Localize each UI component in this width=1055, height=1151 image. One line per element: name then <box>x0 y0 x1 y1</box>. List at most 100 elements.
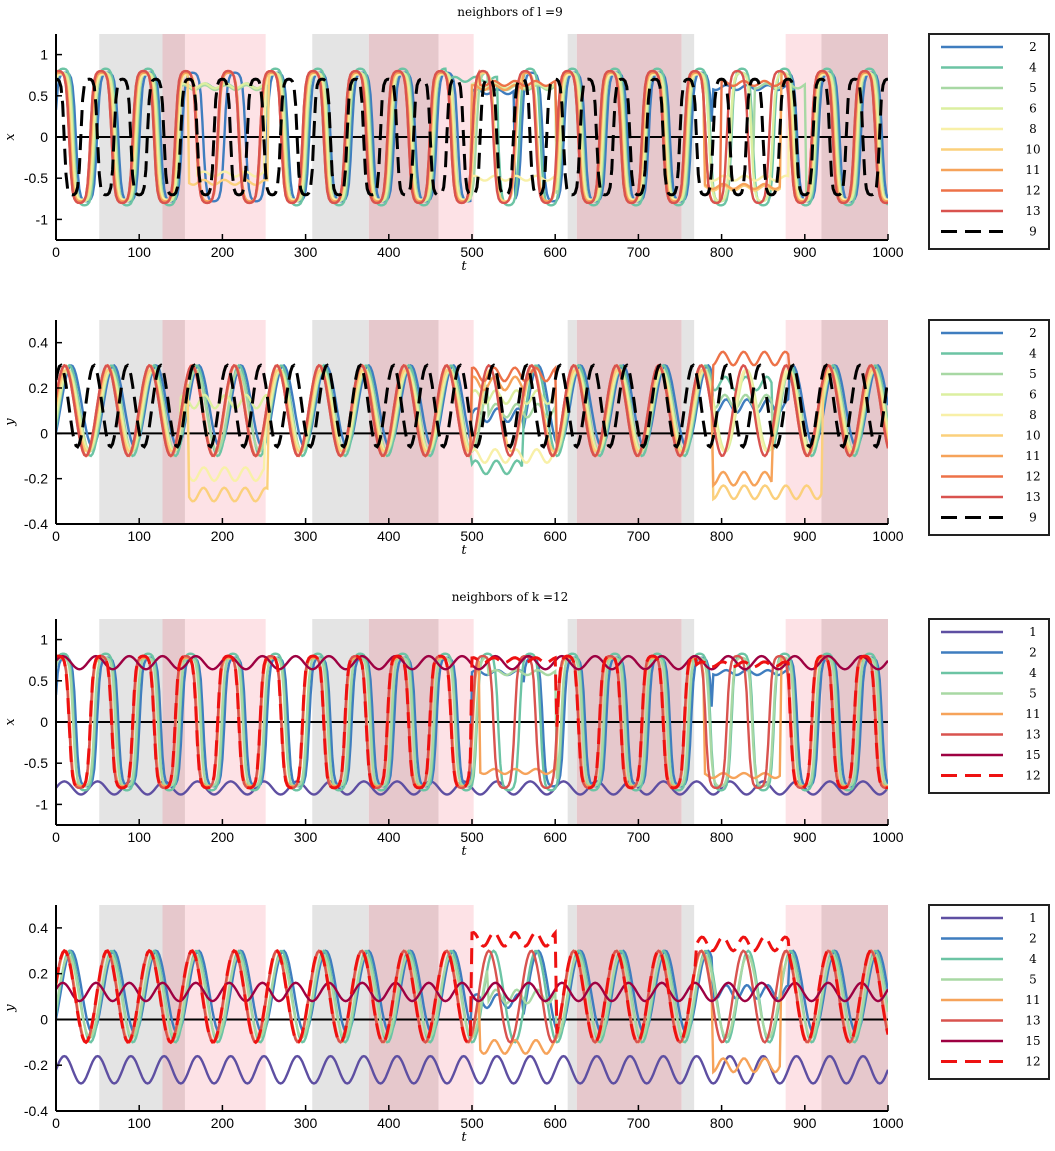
x-tick-label: 100 <box>128 244 152 260</box>
x-tick-label: 600 <box>544 1115 568 1131</box>
series-line-12 <box>56 928 888 1045</box>
legend-entry: 9 <box>1029 225 1037 239</box>
series-group <box>56 67 888 207</box>
legend-entry: 6 <box>1029 102 1037 116</box>
shaded-interval <box>99 320 163 524</box>
chart-title: neighbors of k =12 <box>452 590 569 604</box>
x-tick-label: 500 <box>460 528 484 544</box>
shaded-interval <box>312 320 369 524</box>
legend-entry: 15 <box>1025 748 1040 762</box>
x-tick-label: 800 <box>710 829 734 845</box>
y-tick-label: 1 <box>40 632 48 648</box>
legend-entry: 11 <box>1025 993 1040 1007</box>
legend-entry: 13 <box>1025 1014 1040 1028</box>
panel-l9-y: 0 100 200 300 400 500 600 700 800 900 10000.40.20-… <box>3 319 1050 558</box>
y-tick-label: -1 <box>36 211 49 227</box>
series-line-1 <box>56 780 888 796</box>
x-tick-label: 300 <box>294 244 318 260</box>
legend-entry: 8 <box>1029 122 1037 136</box>
x-tick-label: 700 <box>627 244 651 260</box>
x-tick-label: 0 <box>52 528 60 544</box>
x-tick-label: 100 <box>128 528 152 544</box>
legend-entry: 11 <box>1025 449 1040 463</box>
legend-entry: 4 <box>1029 666 1037 680</box>
x-axis-label: t <box>461 259 467 274</box>
y-tick-label: 0 <box>40 425 48 441</box>
x-tick-label: 900 <box>793 528 817 544</box>
x-tick-label: 200 <box>211 1115 235 1131</box>
legend-entry: 4 <box>1029 347 1037 361</box>
legend-entry: 2 <box>1029 40 1037 54</box>
x-tick-label: 300 <box>294 528 318 544</box>
shaded-interval <box>821 320 888 524</box>
y-tick-label: -0.4 <box>24 1103 48 1119</box>
x-tick-label: 500 <box>460 244 484 260</box>
x-tick-label: 400 <box>377 528 401 544</box>
series-line-9 <box>56 363 888 449</box>
shaded-interval <box>312 905 369 1111</box>
shaded-interval <box>821 905 888 1111</box>
legend <box>928 618 1050 794</box>
x-tick-label: 0 <box>52 1115 60 1131</box>
shaded-interval <box>438 320 474 524</box>
legend-entry: 4 <box>1029 61 1037 75</box>
legend-entry: 10 <box>1025 143 1040 157</box>
legend-entry: 5 <box>1029 973 1037 987</box>
y-tick-label: 0 <box>40 129 48 145</box>
legend-entry: 1 <box>1029 625 1037 639</box>
x-tick-label: 400 <box>377 244 401 260</box>
series-line-13 <box>56 363 888 458</box>
legend-entry: 5 <box>1029 81 1037 95</box>
x-tick-label: 900 <box>793 1115 817 1131</box>
series-group <box>56 928 888 1085</box>
legend-entry: 11 <box>1025 707 1040 721</box>
legend-entry: 4 <box>1029 952 1037 966</box>
shaded-interval <box>438 905 474 1111</box>
x-tick-label: 400 <box>377 1115 401 1131</box>
x-tick-label: 700 <box>627 1115 651 1131</box>
x-tick-label: 0 <box>52 829 60 845</box>
series-line-1 <box>56 1054 888 1085</box>
legend-entry: 5 <box>1029 687 1037 701</box>
x-tick-label: 400 <box>377 829 401 845</box>
x-tick-label: 100 <box>128 829 152 845</box>
x-tick-label: 700 <box>627 829 651 845</box>
x-tick-label: 800 <box>710 244 734 260</box>
panel-k12-x: 0 100 200 300 400 500 600 700 800 900 1000 1 0.5 0 -0.… <box>3 590 1050 859</box>
y-tick-label: -1 <box>36 796 49 812</box>
legend-entry: 12 <box>1025 184 1040 198</box>
x-tick-label: 0 <box>52 244 60 260</box>
series-line-15 <box>56 981 888 1003</box>
x-tick-label: 1000 <box>872 1115 903 1131</box>
y-axis-label: y <box>3 1004 18 1013</box>
y-axis-label: x <box>3 133 18 141</box>
legend-entry: 10 <box>1025 429 1040 443</box>
x-tick-label: 900 <box>793 244 817 260</box>
x-tick-label: 1000 <box>872 244 903 260</box>
x-tick-label: 200 <box>211 528 235 544</box>
y-tick-label: -0.2 <box>24 1057 48 1073</box>
legend-entry: 12 <box>1025 470 1040 484</box>
x-tick-label: 500 <box>460 1115 484 1131</box>
series-group <box>56 350 888 503</box>
y-tick-label: 0.2 <box>29 966 49 982</box>
shaded-interval <box>99 905 163 1111</box>
panel-l9-x: 0 100 200 300 400 500 600 700 800 900 1000 1 0.5 0 -0.… <box>3 5 1050 274</box>
y-tick-label: 0.5 <box>29 88 49 104</box>
legend-entry: 6 <box>1029 388 1037 402</box>
x-tick-label: 900 <box>793 829 817 845</box>
y-tick-label: -0.4 <box>24 516 48 532</box>
legend-entry: 1 <box>1029 911 1037 925</box>
legend-entry: 12 <box>1025 1055 1040 1069</box>
x-tick-label: 600 <box>544 528 568 544</box>
y-axis-label: x <box>3 718 18 726</box>
x-tick-label: 600 <box>544 829 568 845</box>
x-tick-label: 300 <box>294 829 318 845</box>
y-tick-label: 0.2 <box>29 380 49 396</box>
y-tick-label: 0 <box>40 1011 48 1027</box>
legend-entry: 2 <box>1029 326 1037 340</box>
legend-entry: 9 <box>1029 511 1037 525</box>
x-axis-label: t <box>461 844 467 859</box>
y-tick-label: -0.5 <box>24 755 48 771</box>
